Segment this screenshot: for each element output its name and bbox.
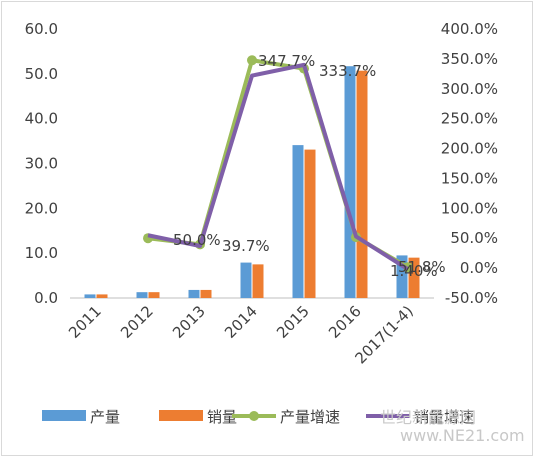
x-tick-label: 2013 xyxy=(169,302,209,342)
marker-production-growth xyxy=(247,55,257,66)
bar-sales xyxy=(200,289,212,298)
bar-production xyxy=(396,255,408,298)
left-tick-label: 30.0 xyxy=(25,155,58,173)
legend-label: 销量增速 xyxy=(414,408,474,426)
right-tick-label: 350.0% xyxy=(441,50,498,68)
data-label: 1.40% xyxy=(390,262,438,280)
x-tick-label: 2014 xyxy=(221,302,261,342)
legend-swatch xyxy=(159,410,203,421)
data-label: 333.7% xyxy=(319,62,376,80)
bar-production xyxy=(344,66,356,298)
bar-sales xyxy=(148,292,160,298)
left-tick-label: 10.0 xyxy=(25,244,58,262)
bar-sales xyxy=(252,264,264,298)
legend-marker xyxy=(249,411,259,421)
bar-sales xyxy=(96,294,108,298)
right-tick-label: 0.0% xyxy=(460,259,498,277)
right-tick-label: -50.0% xyxy=(445,289,498,307)
bar-production xyxy=(240,262,252,298)
x-tick-label: 2016 xyxy=(325,302,365,342)
right-tick-label: 100.0% xyxy=(441,199,498,217)
right-tick-label: 400.0% xyxy=(441,20,498,38)
data-label: 51.8% xyxy=(398,258,446,276)
right-tick-label: 250.0% xyxy=(441,110,498,128)
bar-production xyxy=(84,294,96,298)
left-tick-label: 20.0 xyxy=(25,199,58,217)
legend-label: 产量增速 xyxy=(280,408,340,426)
right-tick-label: 300.0% xyxy=(441,80,498,98)
x-tick-label: 2011 xyxy=(65,302,105,342)
line-sales-growth xyxy=(147,62,410,271)
watermark-text: 世纪新能源网 xyxy=(380,408,476,427)
data-label: 39.7% xyxy=(222,237,270,255)
right-tick-label: 50.0% xyxy=(450,229,498,247)
bar-production xyxy=(136,292,148,298)
data-label: 347.7% xyxy=(258,52,315,70)
x-tick-label: 2012 xyxy=(117,302,157,342)
right-tick-label: 200.0% xyxy=(441,140,498,158)
left-tick-label: 60.0 xyxy=(25,20,58,38)
bar-production xyxy=(188,289,200,298)
bar-sales xyxy=(304,149,316,298)
legend-label: 产量 xyxy=(90,408,120,426)
bar-production xyxy=(292,145,304,298)
data-label: 50.0% xyxy=(173,231,221,249)
legend-label: 销量 xyxy=(207,408,237,426)
left-tick-label: 0.0 xyxy=(34,289,58,307)
watermark-url: www.NE21.com xyxy=(400,426,525,445)
right-tick-label: 150.0% xyxy=(441,169,498,187)
bar-sales xyxy=(356,70,368,298)
left-tick-label: 40.0 xyxy=(25,110,58,128)
left-tick-label: 50.0 xyxy=(25,65,58,83)
legend-swatch xyxy=(42,410,86,421)
bar-sales xyxy=(408,257,420,298)
x-tick-label: 2015 xyxy=(273,302,313,342)
